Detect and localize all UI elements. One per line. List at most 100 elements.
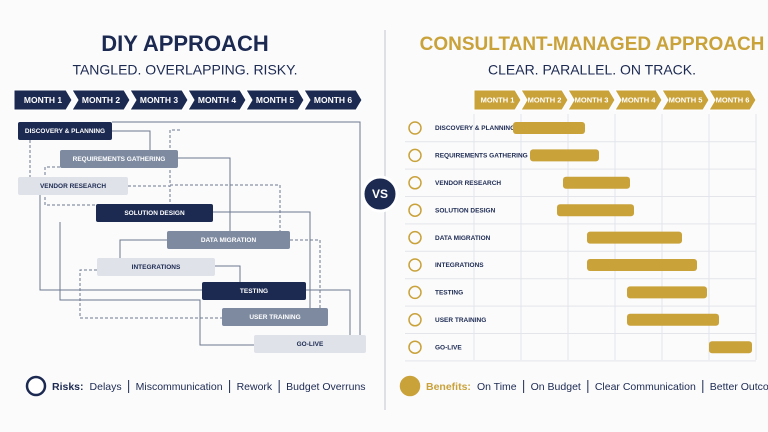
- task-bar: [587, 259, 697, 271]
- month-chevron: [473, 89, 522, 111]
- task-icon: [408, 258, 422, 272]
- task-box: [167, 231, 290, 249]
- task-icon: [408, 285, 422, 300]
- task-label: VENDOR RESEARCH: [435, 180, 501, 187]
- link: [59, 222, 254, 346]
- task-label: USER TRAINING: [435, 317, 486, 324]
- task-label: VENDOR RESEARCH: [40, 183, 106, 190]
- footer-icon: [399, 375, 421, 397]
- task-icon: [408, 148, 422, 163]
- link: [178, 157, 231, 231]
- link: [306, 289, 351, 335]
- task-label: USER TRAINING: [249, 314, 300, 321]
- task-box: [18, 177, 128, 195]
- month-chevron: [129, 89, 189, 111]
- link: [79, 269, 222, 319]
- link: [215, 265, 241, 282]
- link: [119, 239, 167, 258]
- task-box: [96, 204, 213, 222]
- task-bar: [530, 149, 599, 162]
- month-chevron: [520, 89, 569, 111]
- task-box: [222, 308, 328, 326]
- month-chevron: [303, 89, 363, 111]
- footer-item: On Time: [477, 381, 517, 393]
- task-icon: [408, 203, 422, 217]
- task-bar: [709, 341, 752, 354]
- footer-item: On Budget: [531, 381, 581, 393]
- task-label: GO-LIVE: [435, 344, 462, 351]
- footer-item: Delays: [90, 381, 122, 393]
- vs-badge: [361, 175, 399, 213]
- month-label: MONTH 3: [140, 95, 179, 105]
- footer-item: Clear Communication: [595, 381, 696, 393]
- right-title: CONSULTANT-MANAGED APPROACH: [420, 34, 765, 55]
- month-chevron: [187, 89, 247, 111]
- footer-item: Better Outcomes: [710, 381, 768, 393]
- month-label: MONTH 1: [481, 95, 515, 104]
- task-label: DISCOVERY & PLANNING: [25, 128, 105, 135]
- task-icon: [408, 176, 422, 190]
- left-subtitle: TANGLED. OVERLAPPING. RISKY.: [72, 62, 297, 78]
- task-bar: [563, 176, 630, 189]
- task-box: [202, 282, 306, 300]
- task-icon: [408, 230, 422, 245]
- link: [128, 185, 171, 204]
- month-chevron: [567, 89, 616, 111]
- month-label: MONTH 2: [528, 95, 562, 104]
- month-chevron: [71, 89, 131, 111]
- month-label: MONTH 4: [198, 95, 237, 105]
- link: [290, 239, 321, 308]
- task-label: SOLUTION DESIGN: [124, 210, 185, 217]
- footer-item: Budget Overruns: [286, 381, 365, 393]
- month-chevron: [661, 89, 710, 111]
- task-label: DATA MIGRATION: [435, 235, 491, 242]
- task-bar: [627, 286, 707, 299]
- task-label: GO-LIVE: [297, 341, 324, 348]
- task-label: TESTING: [240, 288, 268, 295]
- link: [112, 130, 151, 158]
- task-label: TESTING: [435, 290, 463, 297]
- link: [112, 121, 361, 335]
- task-label: INTEGRATIONS: [435, 262, 484, 269]
- task-icon: [408, 121, 422, 135]
- month-label: MONTH 6: [314, 95, 353, 105]
- left-title: DIY APPROACH: [101, 31, 268, 56]
- month-label: MONTH 5: [669, 95, 703, 104]
- task-box: [18, 122, 112, 140]
- month-chevron: [614, 89, 663, 111]
- task-label: DATA MIGRATION: [201, 237, 257, 244]
- month-label: MONTH 4: [622, 95, 657, 104]
- month-chevron: [245, 89, 305, 111]
- footer-label: Risks:: [52, 381, 84, 393]
- month-label: MONTH 3: [575, 95, 609, 104]
- month-label: MONTH 5: [256, 95, 295, 105]
- month-chevron: [13, 89, 73, 111]
- task-label: REQUIREMENTS GATHERING: [73, 156, 166, 163]
- footer-label: Benefits:: [426, 381, 471, 393]
- footer-item: Rework: [237, 381, 273, 393]
- task-label: SOLUTION DESIGN: [435, 207, 496, 214]
- link: [169, 129, 281, 231]
- link: [39, 195, 215, 291]
- tangled-links: [29, 121, 361, 346]
- vs-label: VS: [372, 187, 388, 201]
- task-bar: [557, 204, 634, 217]
- right-subtitle: CLEAR. PARALLEL. ON TRACK.: [488, 62, 696, 78]
- task-bar: [587, 231, 682, 244]
- task-box: [60, 150, 178, 168]
- task-icon: [408, 340, 422, 354]
- task-bar: [627, 313, 719, 326]
- month-label: MONTH 1: [24, 95, 63, 105]
- task-label: DISCOVERY & PLANNING: [435, 125, 515, 132]
- footer-item: Miscommunication: [136, 381, 223, 393]
- month-chevron: [708, 89, 757, 111]
- task-box: [254, 335, 366, 353]
- task-icon: [408, 313, 422, 327]
- task-label: INTEGRATIONS: [132, 264, 181, 271]
- month-label: MONTH 6: [716, 95, 750, 104]
- footer-icon: [25, 375, 47, 397]
- month-label: MONTH 2: [82, 95, 121, 105]
- task-box: [97, 258, 215, 276]
